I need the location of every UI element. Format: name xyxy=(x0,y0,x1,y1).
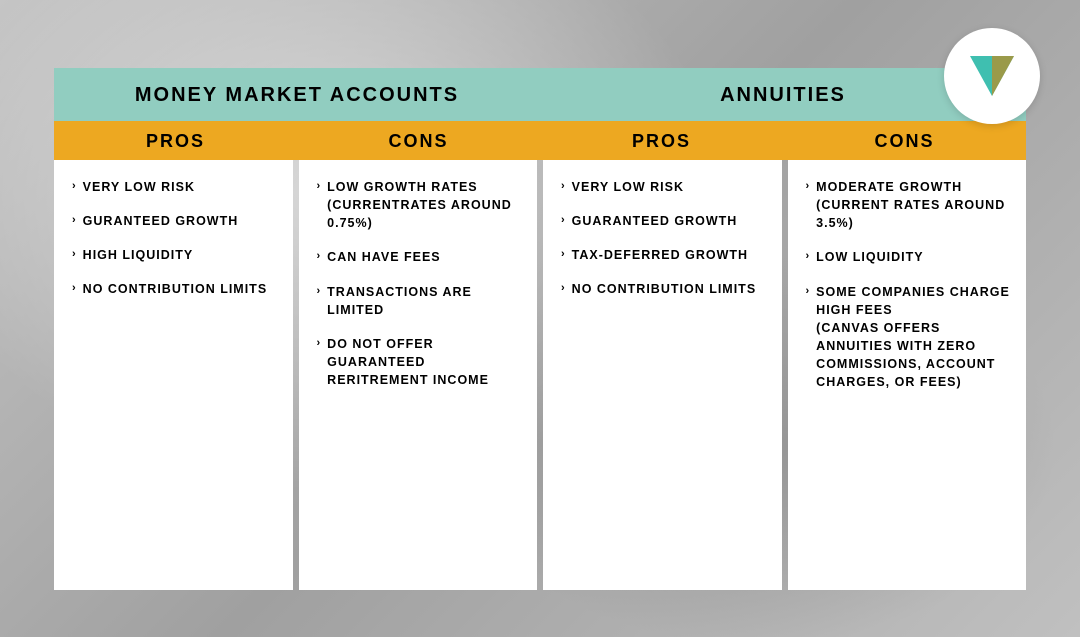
list-item: › VERY LOW RISK xyxy=(72,178,279,196)
column-body: › VERY LOW RISK › GURANTEED GROWTH › HIGH LIQ… xyxy=(54,160,293,590)
comparison-table: MONEY MARKET ACCOUNTS ANNUITIES PROS CON… xyxy=(54,68,1026,590)
list-item: ›TRANSACTIONS ARE LIMITED xyxy=(317,283,524,319)
list-item-text: GURANTEED GROWTH xyxy=(83,212,279,230)
list-item: ›SOME COMPANIES CHARGE HIGH FEES(CANVAS … xyxy=(806,283,1013,392)
logo-badge xyxy=(944,28,1040,124)
list-item-text: GUARANTEED GROWTH xyxy=(572,212,768,230)
list-item: › GUARANTEED GROWTH xyxy=(561,212,768,230)
column-label: PROS xyxy=(54,121,297,160)
chevron-right-icon: › xyxy=(72,246,77,264)
list-item-text: VERY LOW RISK xyxy=(572,178,768,196)
column-label: PROS xyxy=(540,121,783,160)
section-header: MONEY MARKET ACCOUNTS xyxy=(54,68,540,121)
chevron-right-icon: › xyxy=(317,248,322,266)
chevron-right-icon: › xyxy=(72,178,77,196)
chevron-right-icon: › xyxy=(561,178,566,196)
pros-cons-header-row: PROS CONS PROS CONS xyxy=(54,121,1026,160)
list-item: › NO CONTRIBUTION LIMITS xyxy=(72,280,279,298)
list-item: › GURANTEED GROWTH xyxy=(72,212,279,230)
column-label: CONS xyxy=(783,121,1026,160)
chevron-right-icon: › xyxy=(561,280,566,298)
list-item-text: MODERATE GROWTH(CURRENT RATES AROUND 3.5… xyxy=(816,178,1012,232)
list-item-text: HIGH LIQUIDITY xyxy=(83,246,279,264)
list-item-text: TAX-DEFERRED GROWTH xyxy=(572,246,768,264)
list-item-subtext: (CURRENTRATES AROUND 0.75%) xyxy=(327,196,523,232)
chevron-right-icon: › xyxy=(806,283,811,392)
list-item: › HIGH LIQUIDITY xyxy=(72,246,279,264)
list-item: › LOW LIQUIDITY xyxy=(806,248,1013,266)
list-item: › NO CONTRIBUTION LIMITS xyxy=(561,280,768,298)
list-item: › TAX-DEFERRED GROWTH xyxy=(561,246,768,264)
body-row: › VERY LOW RISK › GURANTEED GROWTH › HIGH LIQ… xyxy=(54,160,1026,590)
list-item-text: DO NOT OFFER GUARANTEED RERITREMENT INCO… xyxy=(327,335,523,389)
list-item: ›MODERATE GROWTH(CURRENT RATES AROUND 3.… xyxy=(806,178,1013,232)
list-item: ›LOW GROWTH RATES(CURRENTRATES AROUND 0.… xyxy=(317,178,524,232)
chevron-right-icon: › xyxy=(317,178,322,232)
chevron-right-icon: › xyxy=(561,246,566,264)
list-item-text: SOME COMPANIES CHARGE HIGH FEES(CANVAS O… xyxy=(816,283,1012,392)
list-item-text: LOW GROWTH RATES(CURRENTRATES AROUND 0.7… xyxy=(327,178,523,232)
list-item-text: TRANSACTIONS ARE LIMITED xyxy=(327,283,523,319)
list-item: › VERY LOW RISK xyxy=(561,178,768,196)
list-item-text: NO CONTRIBUTION LIMITS xyxy=(83,280,279,298)
list-item-text: CAN HAVE FEES xyxy=(327,248,523,266)
chevron-right-icon: › xyxy=(806,178,811,232)
column-body: ›LOW GROWTH RATES(CURRENTRATES AROUND 0.… xyxy=(299,160,538,590)
list-item-text: VERY LOW RISK xyxy=(83,178,279,196)
list-item-text: NO CONTRIBUTION LIMITS xyxy=(572,280,768,298)
chevron-right-icon: › xyxy=(317,283,322,319)
list-item-text: LOW LIQUIDITY xyxy=(816,248,1012,266)
list-item-subtext: (CURRENT RATES AROUND 3.5%) xyxy=(816,196,1012,232)
section-header-row: MONEY MARKET ACCOUNTS ANNUITIES xyxy=(54,68,1026,121)
chevron-right-icon: › xyxy=(72,212,77,230)
chevron-right-icon: › xyxy=(806,248,811,266)
logo-triangle-icon xyxy=(964,48,1020,104)
list-item: › CAN HAVE FEES xyxy=(317,248,524,266)
list-item: ›DO NOT OFFER GUARANTEED RERITREMENT INC… xyxy=(317,335,524,389)
chevron-right-icon: › xyxy=(561,212,566,230)
list-item-subtext: (CANVAS OFFERS ANNUITIES WITH ZERO COMMI… xyxy=(816,319,1012,392)
column-body: ›MODERATE GROWTH(CURRENT RATES AROUND 3.… xyxy=(788,160,1027,590)
chevron-right-icon: › xyxy=(317,335,322,389)
column-body: › VERY LOW RISK › GUARANTEED GROWTH › TAX-DEF… xyxy=(543,160,782,590)
chevron-right-icon: › xyxy=(72,280,77,298)
column-label: CONS xyxy=(297,121,540,160)
